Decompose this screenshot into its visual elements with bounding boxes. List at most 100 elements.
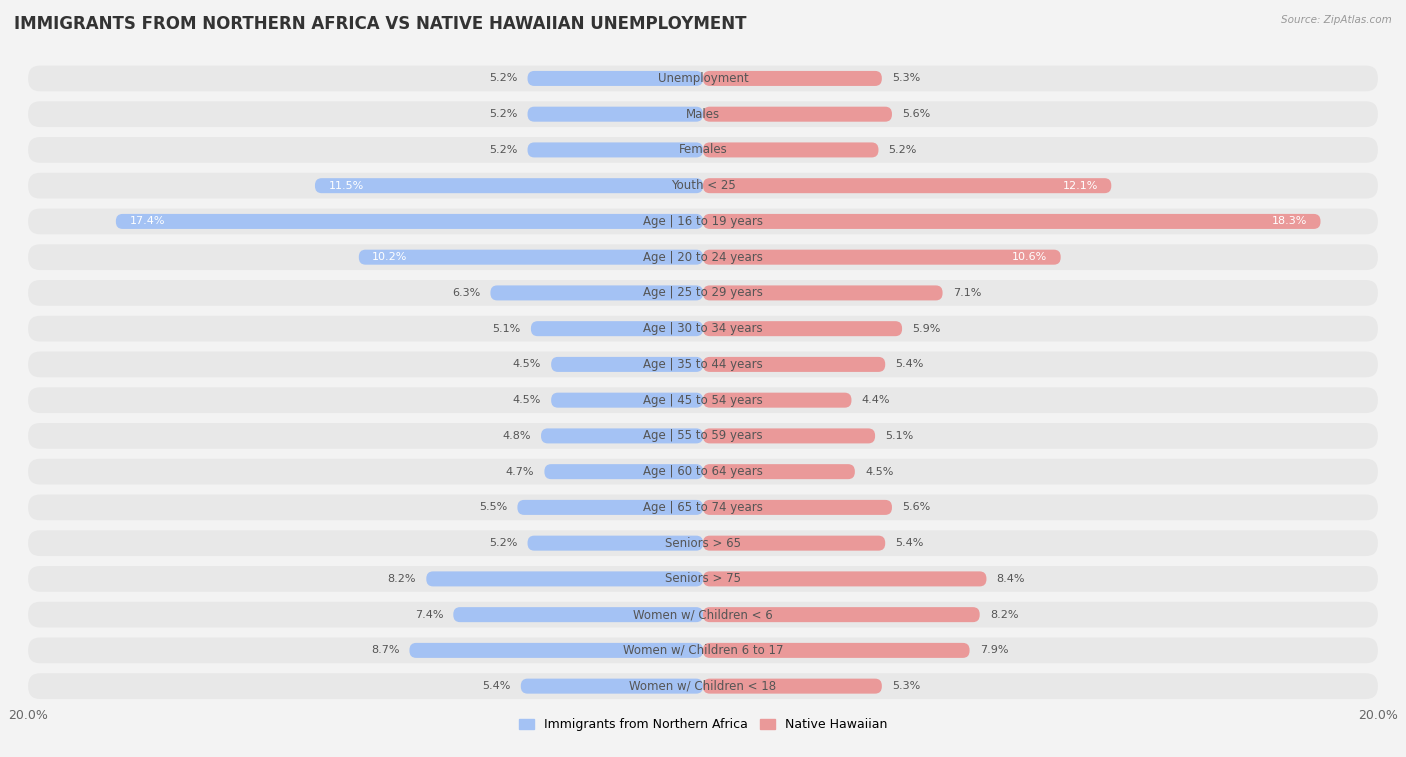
FancyBboxPatch shape xyxy=(703,678,882,693)
FancyBboxPatch shape xyxy=(28,245,1378,270)
Text: 4.5%: 4.5% xyxy=(513,395,541,405)
Text: 5.2%: 5.2% xyxy=(489,109,517,119)
FancyBboxPatch shape xyxy=(359,250,703,265)
FancyBboxPatch shape xyxy=(703,536,886,550)
Text: Age | 16 to 19 years: Age | 16 to 19 years xyxy=(643,215,763,228)
FancyBboxPatch shape xyxy=(703,250,1060,265)
FancyBboxPatch shape xyxy=(28,388,1378,413)
Text: 18.3%: 18.3% xyxy=(1271,217,1308,226)
Text: 4.8%: 4.8% xyxy=(502,431,531,441)
FancyBboxPatch shape xyxy=(28,351,1378,377)
Text: 11.5%: 11.5% xyxy=(329,181,364,191)
FancyBboxPatch shape xyxy=(28,208,1378,235)
Text: 10.6%: 10.6% xyxy=(1012,252,1047,262)
FancyBboxPatch shape xyxy=(703,321,903,336)
Text: 5.6%: 5.6% xyxy=(903,109,931,119)
Text: 5.4%: 5.4% xyxy=(896,538,924,548)
Text: Age | 45 to 54 years: Age | 45 to 54 years xyxy=(643,394,763,407)
Text: Males: Males xyxy=(686,107,720,120)
Text: 8.4%: 8.4% xyxy=(997,574,1025,584)
Text: Age | 55 to 59 years: Age | 55 to 59 years xyxy=(643,429,763,442)
FancyBboxPatch shape xyxy=(28,566,1378,592)
Text: 5.3%: 5.3% xyxy=(891,681,920,691)
Text: 5.2%: 5.2% xyxy=(489,145,517,155)
Text: 17.4%: 17.4% xyxy=(129,217,165,226)
Text: Source: ZipAtlas.com: Source: ZipAtlas.com xyxy=(1281,15,1392,25)
FancyBboxPatch shape xyxy=(527,71,703,86)
Text: 10.2%: 10.2% xyxy=(373,252,408,262)
Text: IMMIGRANTS FROM NORTHERN AFRICA VS NATIVE HAWAIIAN UNEMPLOYMENT: IMMIGRANTS FROM NORTHERN AFRICA VS NATIV… xyxy=(14,15,747,33)
FancyBboxPatch shape xyxy=(551,357,703,372)
FancyBboxPatch shape xyxy=(703,464,855,479)
Text: 5.4%: 5.4% xyxy=(896,360,924,369)
Text: 12.1%: 12.1% xyxy=(1063,181,1098,191)
FancyBboxPatch shape xyxy=(28,673,1378,699)
Text: Females: Females xyxy=(679,143,727,157)
Text: Women w/ Children < 6: Women w/ Children < 6 xyxy=(633,608,773,621)
Text: 4.5%: 4.5% xyxy=(865,466,893,477)
Text: 8.2%: 8.2% xyxy=(388,574,416,584)
FancyBboxPatch shape xyxy=(28,66,1378,92)
FancyBboxPatch shape xyxy=(703,178,1111,193)
FancyBboxPatch shape xyxy=(28,423,1378,449)
FancyBboxPatch shape xyxy=(491,285,703,301)
Text: Youth < 25: Youth < 25 xyxy=(671,179,735,192)
Text: 5.2%: 5.2% xyxy=(489,538,517,548)
FancyBboxPatch shape xyxy=(28,173,1378,198)
Text: 7.1%: 7.1% xyxy=(953,288,981,298)
Text: 4.4%: 4.4% xyxy=(862,395,890,405)
Text: 6.3%: 6.3% xyxy=(453,288,481,298)
FancyBboxPatch shape xyxy=(703,500,891,515)
FancyBboxPatch shape xyxy=(703,643,970,658)
FancyBboxPatch shape xyxy=(409,643,703,658)
FancyBboxPatch shape xyxy=(453,607,703,622)
FancyBboxPatch shape xyxy=(28,459,1378,484)
FancyBboxPatch shape xyxy=(517,500,703,515)
FancyBboxPatch shape xyxy=(531,321,703,336)
Text: Age | 30 to 34 years: Age | 30 to 34 years xyxy=(643,322,763,335)
FancyBboxPatch shape xyxy=(703,607,980,622)
FancyBboxPatch shape xyxy=(426,572,703,587)
Text: Women w/ Children < 18: Women w/ Children < 18 xyxy=(630,680,776,693)
Text: Unemployment: Unemployment xyxy=(658,72,748,85)
FancyBboxPatch shape xyxy=(115,214,703,229)
FancyBboxPatch shape xyxy=(551,393,703,408)
Text: Age | 65 to 74 years: Age | 65 to 74 years xyxy=(643,501,763,514)
FancyBboxPatch shape xyxy=(28,602,1378,628)
Legend: Immigrants from Northern Africa, Native Hawaiian: Immigrants from Northern Africa, Native … xyxy=(513,713,893,737)
FancyBboxPatch shape xyxy=(703,214,1320,229)
Text: 8.7%: 8.7% xyxy=(371,646,399,656)
FancyBboxPatch shape xyxy=(544,464,703,479)
Text: 4.7%: 4.7% xyxy=(506,466,534,477)
FancyBboxPatch shape xyxy=(703,357,886,372)
Text: 7.9%: 7.9% xyxy=(980,646,1008,656)
FancyBboxPatch shape xyxy=(28,137,1378,163)
FancyBboxPatch shape xyxy=(703,107,891,122)
FancyBboxPatch shape xyxy=(28,280,1378,306)
Text: 5.3%: 5.3% xyxy=(891,73,920,83)
Text: 5.1%: 5.1% xyxy=(492,324,520,334)
Text: 5.6%: 5.6% xyxy=(903,503,931,512)
FancyBboxPatch shape xyxy=(28,101,1378,127)
FancyBboxPatch shape xyxy=(703,428,875,444)
Text: Age | 35 to 44 years: Age | 35 to 44 years xyxy=(643,358,763,371)
FancyBboxPatch shape xyxy=(703,142,879,157)
FancyBboxPatch shape xyxy=(703,572,987,587)
FancyBboxPatch shape xyxy=(527,536,703,550)
Text: 5.9%: 5.9% xyxy=(912,324,941,334)
FancyBboxPatch shape xyxy=(527,107,703,122)
Text: Age | 60 to 64 years: Age | 60 to 64 years xyxy=(643,465,763,478)
Text: Seniors > 75: Seniors > 75 xyxy=(665,572,741,585)
FancyBboxPatch shape xyxy=(703,393,852,408)
FancyBboxPatch shape xyxy=(541,428,703,444)
Text: 4.5%: 4.5% xyxy=(513,360,541,369)
Text: 7.4%: 7.4% xyxy=(415,609,443,620)
Text: Seniors > 65: Seniors > 65 xyxy=(665,537,741,550)
Text: 5.2%: 5.2% xyxy=(889,145,917,155)
Text: Age | 25 to 29 years: Age | 25 to 29 years xyxy=(643,286,763,300)
FancyBboxPatch shape xyxy=(28,637,1378,663)
Text: 5.5%: 5.5% xyxy=(479,503,508,512)
FancyBboxPatch shape xyxy=(28,531,1378,556)
Text: Women w/ Children 6 to 17: Women w/ Children 6 to 17 xyxy=(623,644,783,657)
Text: 5.4%: 5.4% xyxy=(482,681,510,691)
